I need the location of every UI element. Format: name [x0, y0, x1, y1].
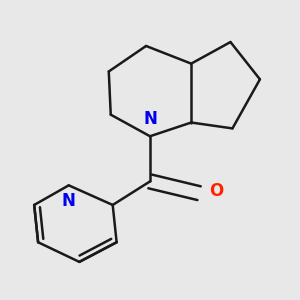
Text: N: N [62, 192, 76, 210]
Text: O: O [209, 182, 223, 200]
Text: N: N [143, 110, 157, 128]
